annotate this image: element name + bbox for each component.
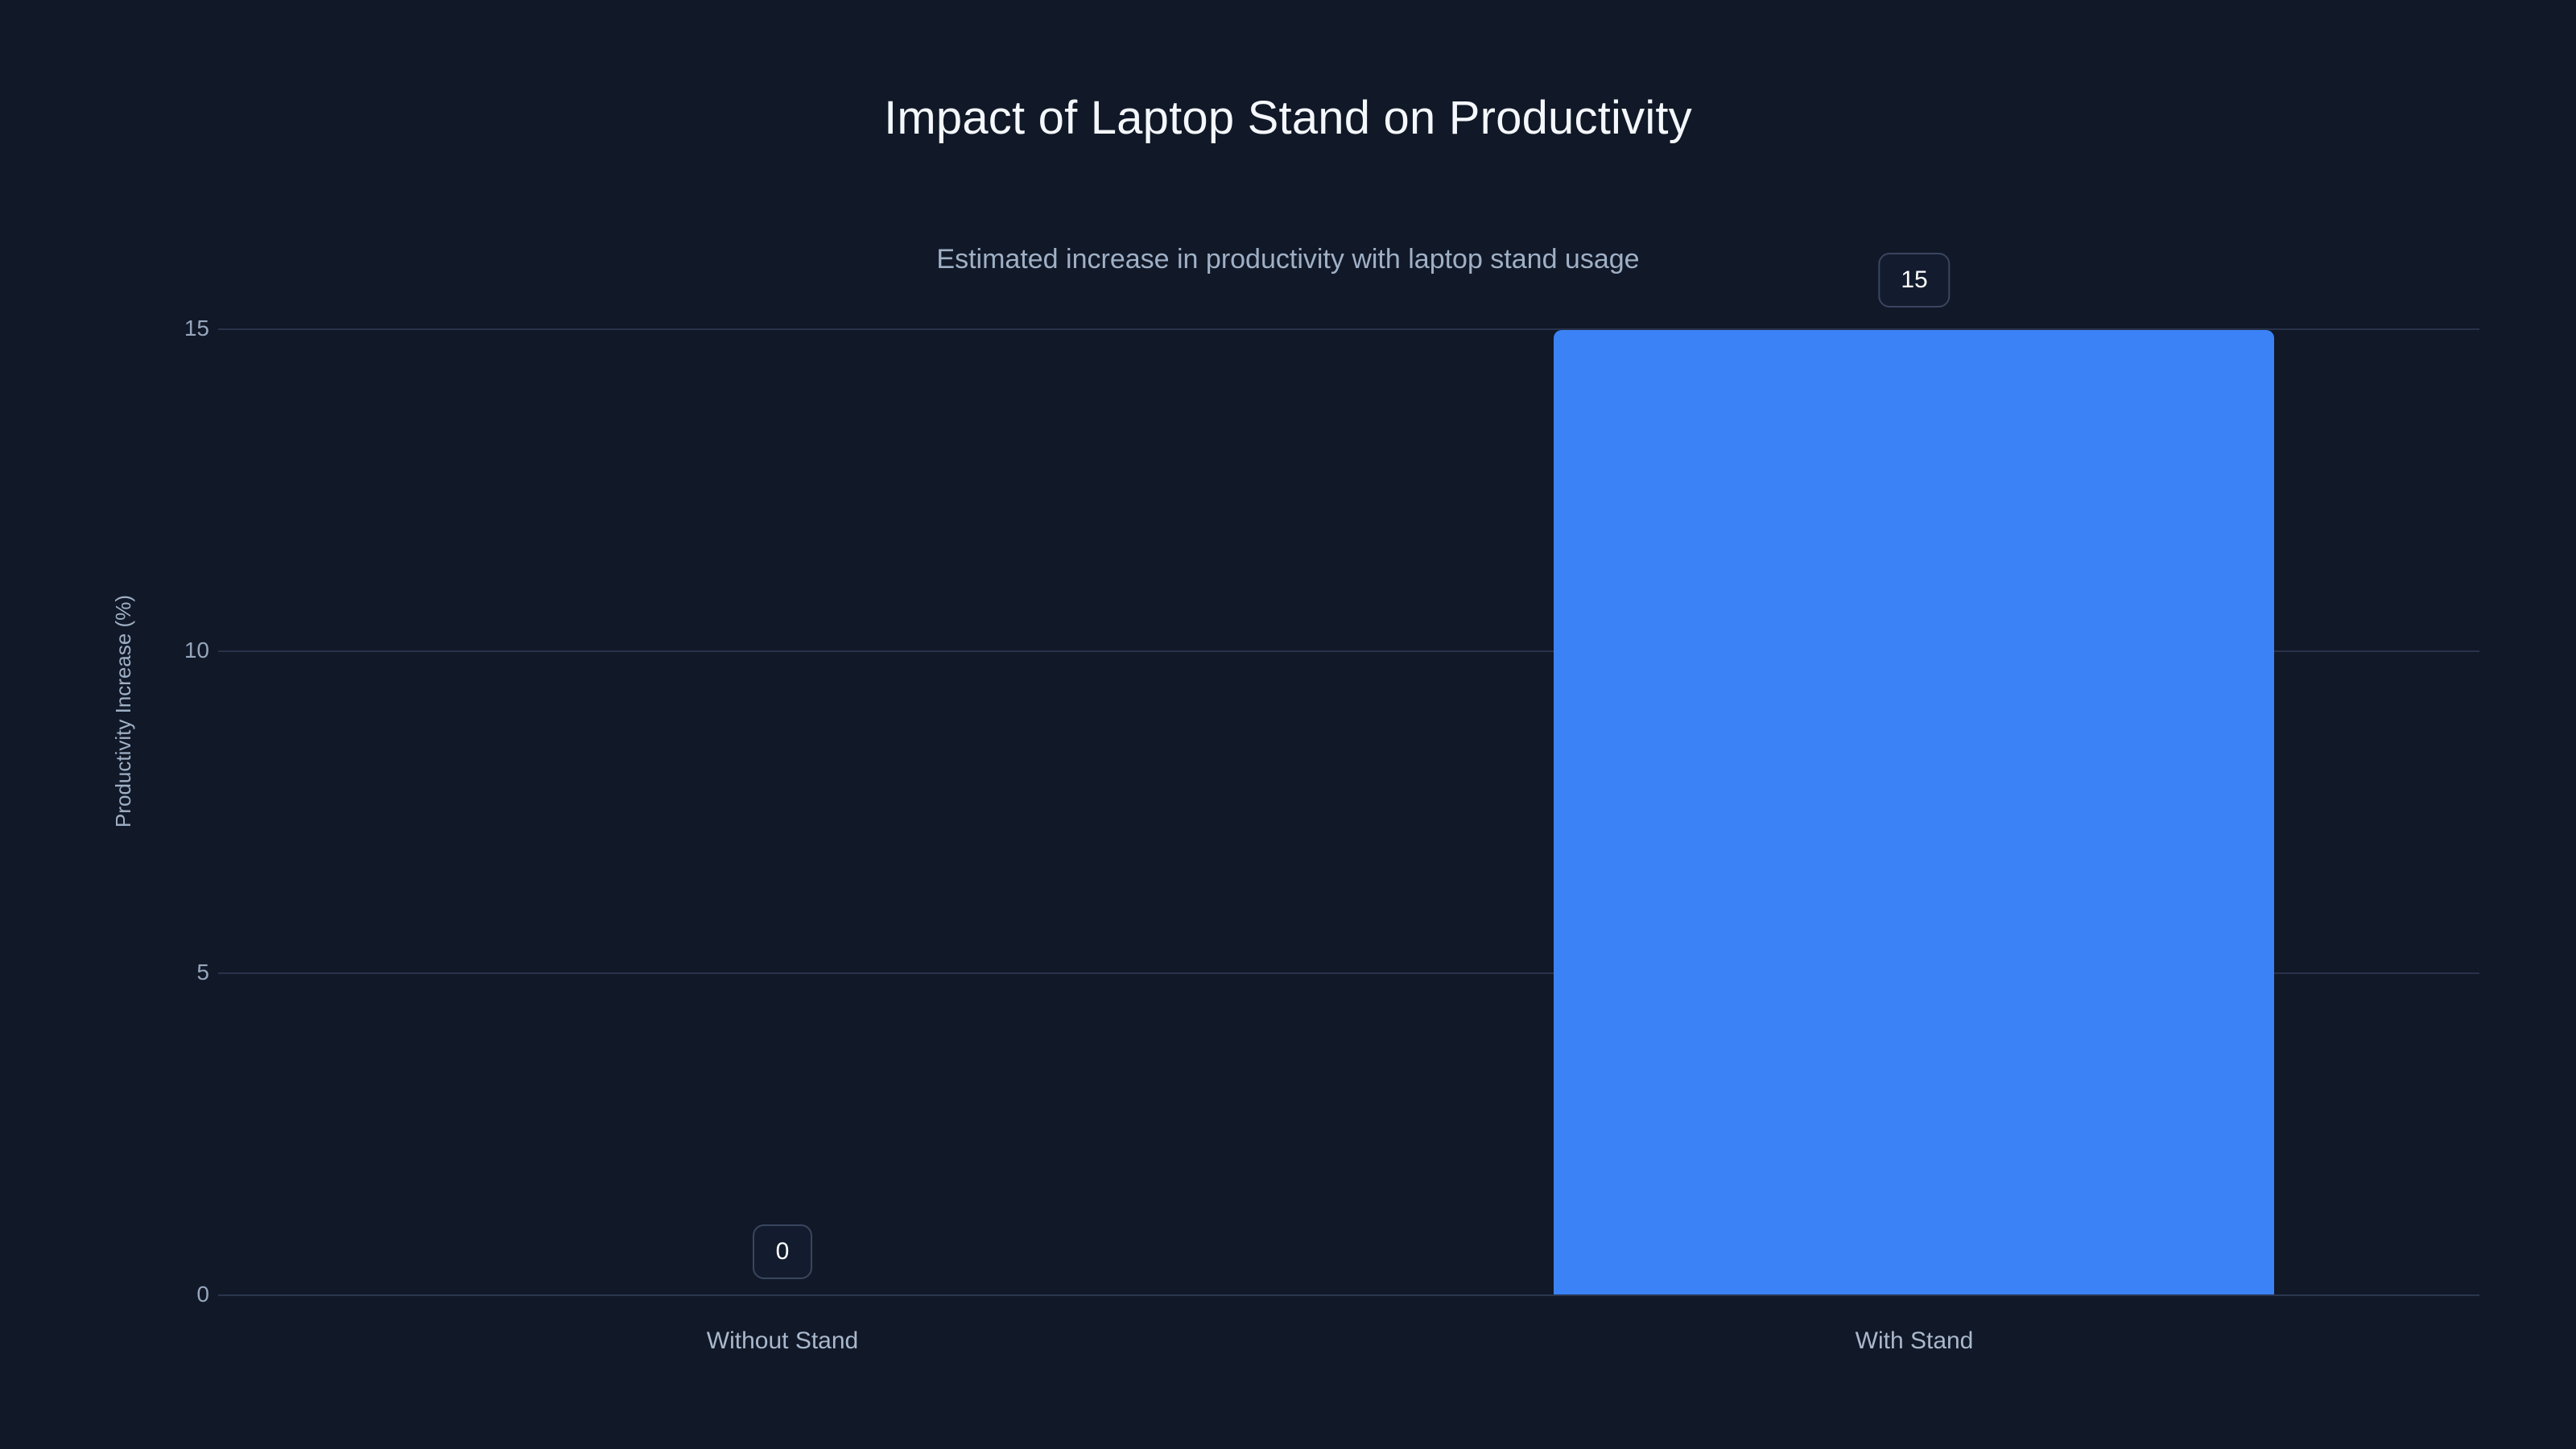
plot-area <box>218 328 2479 1296</box>
x-tick-label-with-stand: With Stand <box>1855 1327 1974 1354</box>
x-tick-label-without-stand: Without Stand <box>706 1327 859 1354</box>
chart-title: Impact of Laptop Stand on Productivity <box>884 92 1692 144</box>
chart-subtitle: Estimated increase in productivity with … <box>936 244 1640 275</box>
y-tick-label-10: 10 <box>184 638 209 663</box>
gridline-5 <box>218 972 2479 974</box>
gridline-15 <box>218 328 2479 330</box>
gridline-10 <box>218 650 2479 652</box>
gridline-0-baseline <box>218 1294 2479 1296</box>
value-badge-without-stand: 0 <box>753 1224 812 1279</box>
y-axis-title: Productivity Increase (%) <box>111 595 135 828</box>
y-tick-label-0: 0 <box>196 1282 209 1307</box>
y-tick-label-5: 5 <box>196 960 209 985</box>
value-badge-with-stand: 15 <box>1878 253 1951 308</box>
y-tick-label-15: 15 <box>184 316 209 341</box>
bar-with-stand[interactable] <box>1554 330 2274 1294</box>
